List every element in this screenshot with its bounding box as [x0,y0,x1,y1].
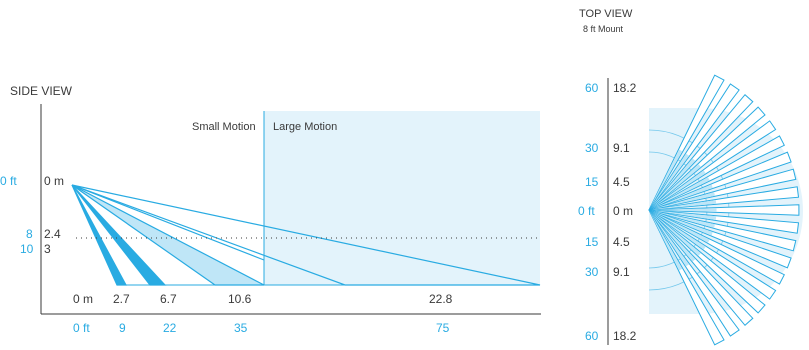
top-ft-label-5: 30 [585,265,599,279]
top-m-label-2: 4.5 [613,175,630,189]
detection-beam [648,209,800,234]
top-ft-label-4: 15 [585,235,599,249]
small-motion-label: Small Motion [192,121,256,133]
side-range-m-3: 10.6 [228,292,252,306]
top-ft-label-2: 15 [585,175,599,189]
detection-beam-core [649,149,683,210]
side-range-m-0: 0 m [73,292,93,306]
side-view-title: SIDE VIEW [10,84,73,98]
detection-beam-core [649,153,690,210]
side-height-ft-1: 8 [26,227,33,241]
detection-beam-core [649,177,710,210]
side-range-ft-0: 0 ft [73,321,90,335]
detection-beam [648,186,800,211]
large-motion-zone [264,111,540,285]
top-m-label-0: 18.2 [613,81,637,95]
detection-beam [648,204,800,216]
top-ft-label-3: 0 ft [578,204,595,218]
side-height-m-2: 3 [44,242,51,256]
side-range-ft-3: 35 [234,321,248,335]
detection-beam-core [649,210,713,236]
detection-beam-core [649,210,683,271]
detection-beam-core [649,210,690,267]
detection-beam-core [649,170,706,210]
top-m-label-6: 18.2 [613,329,637,343]
top-ft-label-0: 60 [585,81,599,95]
detection-beam-core [649,210,696,262]
detection-beam-core [649,192,715,210]
side-range-m-1: 2.7 [113,292,130,306]
detection-beam-core [649,210,717,220]
top-detection-pattern [648,74,800,346]
side-height-ft-2: 10 [20,242,34,256]
detection-beam-core [649,210,715,228]
detection-beam-core [649,208,717,212]
top-m-label-1: 9.1 [613,141,630,155]
large-motion-label: Large Motion [273,121,337,133]
detection-beam-core [649,210,710,243]
side-range-m-2: 6.7 [160,292,177,306]
top-view-subtitle: 8 ft Mount [583,24,624,34]
top-m-label-3: 0 m [613,204,633,218]
detection-beam [648,209,797,252]
side-detection-pattern [71,184,541,286]
top-view-title: TOP VIEW [579,8,633,20]
side-height-m-0: 0 m [44,174,64,188]
detection-beam [648,168,797,211]
detection-beam-core [649,210,706,250]
side-range-ft-4: 75 [436,321,450,335]
top-ft-label-1: 30 [585,141,599,155]
top-view: TOP VIEW 8 ft Mount 60 30 15 0 ft 15 30 … [578,8,803,346]
top-m-label-5: 9.1 [613,265,630,279]
detection-beam-core [649,164,701,210]
detection-beam-core [649,158,696,210]
side-height-m-1: 2.4 [44,227,61,241]
side-height-ft-0: 0 ft [0,174,17,188]
side-view: SIDE VIEW Small Motion Large Motion 0 ft… [0,84,541,335]
side-range-ft-2: 22 [163,321,177,335]
side-range-ft-1: 9 [119,321,126,335]
detection-beam-core [649,200,717,210]
side-range-m-4: 22.8 [429,292,453,306]
top-m-label-4: 4.5 [613,235,630,249]
detection-beam-core [649,210,701,256]
detection-beam-core [649,184,713,210]
top-ft-label-6: 60 [585,329,599,343]
